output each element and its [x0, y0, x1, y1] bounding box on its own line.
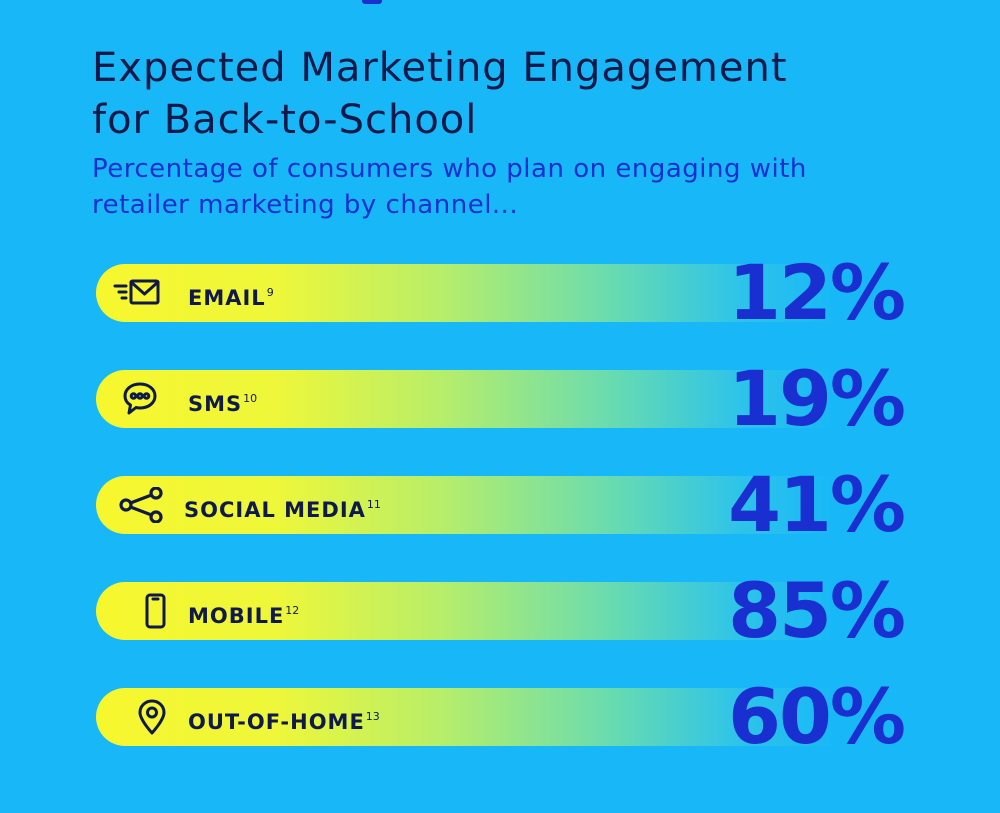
bar-value-mobile: 85% — [728, 566, 906, 655]
chart-title: Expected Marketing Engagement for Back-t… — [92, 42, 788, 146]
bar-label-out-of-home: OUT-OF-HOME13 — [188, 710, 380, 734]
top-decoration — [362, 0, 382, 4]
sms-icon — [122, 381, 158, 417]
location-pin-icon — [134, 699, 170, 735]
chart-subtitle: Percentage of consumers who plan on enga… — [92, 151, 807, 223]
bar-label-social-media: SOCIAL MEDIA11 — [184, 498, 381, 522]
bar-label-mobile: MOBILE12 — [188, 604, 300, 628]
bar-social-media: SOCIAL MEDIA11 41% — [96, 462, 916, 548]
bar-value-out-of-home: 60% — [728, 672, 906, 761]
email-icon — [112, 275, 160, 311]
bar-value-sms: 19% — [728, 354, 906, 443]
bar-sms: SMS10 19% — [96, 356, 916, 442]
bar-out-of-home: OUT-OF-HOME13 60% — [96, 674, 916, 760]
chart-subtitle-line-2: retailer marketing by channel... — [92, 190, 519, 220]
bar-value-email: 12% — [728, 248, 906, 337]
bar-label-email: EMAIL9 — [188, 286, 274, 310]
chart-title-line-1: Expected Marketing Engagement — [92, 45, 788, 91]
bar-mobile: MOBILE12 85% — [96, 568, 916, 654]
share-icon — [118, 487, 166, 523]
mobile-icon — [138, 593, 174, 629]
chart-subtitle-line-1: Percentage of consumers who plan on enga… — [92, 154, 807, 184]
bar-label-sms: SMS10 — [188, 392, 258, 416]
chart-title-line-2: for Back-to-School — [92, 97, 478, 143]
bar-email: EMAIL9 12% — [96, 250, 916, 336]
bar-value-social-media: 41% — [728, 460, 906, 549]
